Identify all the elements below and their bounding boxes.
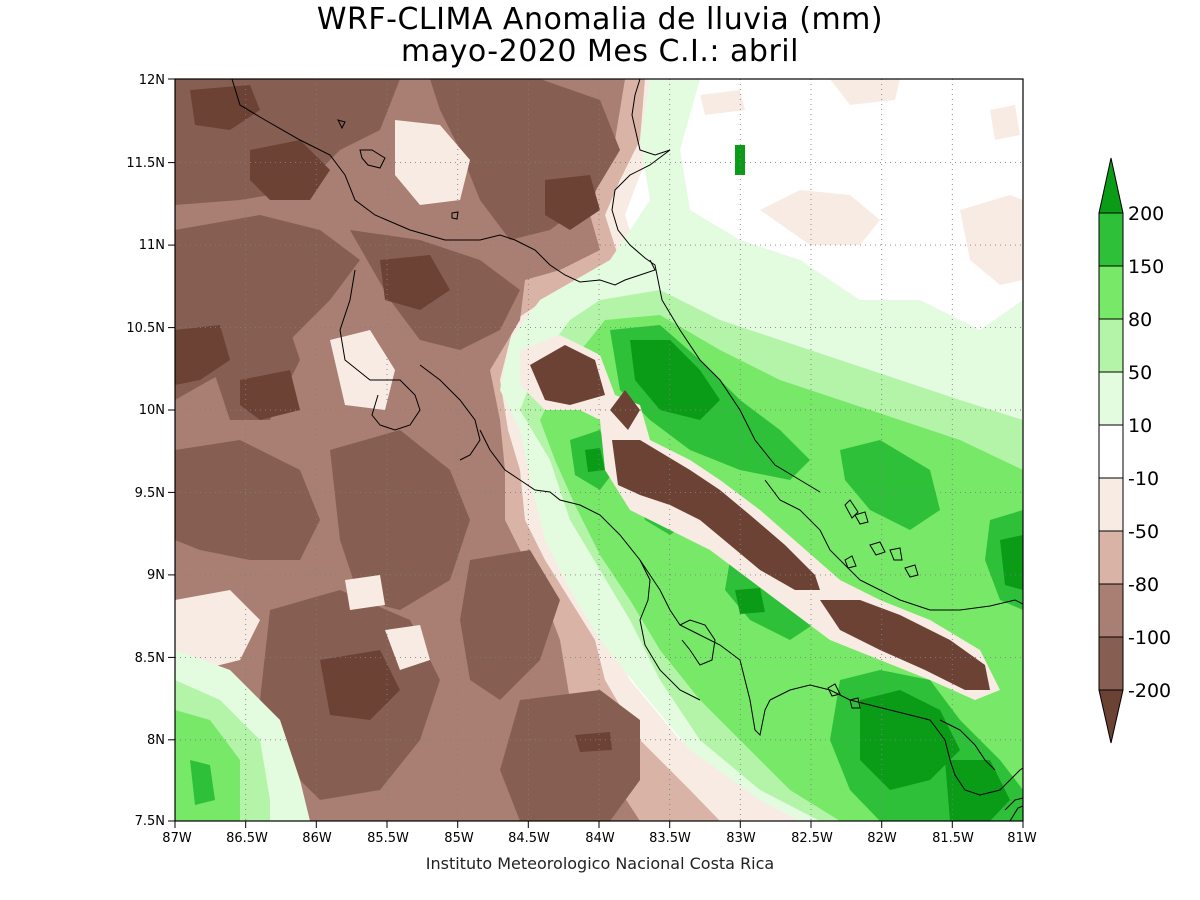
colorbar-segment [1098, 583, 1124, 638]
colorbar-segment [1098, 636, 1124, 691]
y-tick-label: 10.5N [126, 321, 165, 336]
wet-zone-strong-mid [840, 440, 940, 530]
credit-text: Instituto Meteorologico Nacional Costa R… [425, 854, 775, 873]
colorbar-label: -50 [1128, 521, 1159, 543]
ridge-band [530, 345, 990, 690]
y-tick-label: 11.5N [126, 156, 165, 171]
colorbar-label: 150 [1128, 256, 1164, 278]
y-tick-label: 12N [139, 73, 165, 88]
x-tick-label: 82W [867, 831, 897, 846]
colorbar-arrow-bottom [1098, 689, 1124, 744]
colorbar-segment [1098, 318, 1124, 373]
x-tick-label: 85W [444, 831, 474, 846]
colorbar-label: 50 [1128, 362, 1152, 384]
x-tick-label: 86W [302, 831, 332, 846]
graticule [175, 79, 1023, 821]
x-tick-label: 84.5W [508, 831, 550, 846]
y-tick-label: 9N [147, 568, 165, 583]
colorbar-label: -100 [1128, 627, 1171, 649]
colorbar [1098, 157, 1124, 744]
x-tick-label: 83.5W [649, 831, 691, 846]
colorbar-label: 200 [1128, 203, 1164, 225]
x-tick-label: 86.5W [226, 831, 268, 846]
x-tick-label: 84W [585, 831, 615, 846]
colorbar-segment [1098, 424, 1124, 479]
x-tick-label: 81W [1007, 831, 1037, 846]
y-tick-label: 8.5N [135, 651, 165, 666]
colorbar-arrow-top [1098, 157, 1124, 214]
colorbar-label: -200 [1128, 680, 1171, 702]
colorbar-segment [1098, 212, 1124, 267]
y-tick-label: 10N [139, 403, 165, 418]
colorbar-label: 10 [1128, 415, 1152, 437]
colorbar-segment [1098, 265, 1124, 320]
colorbar-labels: 200 150 80 50 10 -10 -50 -80 -100 -200 [1128, 203, 1171, 702]
coastlines [231, 79, 1023, 821]
y-tick-label: 8N [147, 733, 165, 748]
x-tick-label: 82.5W [791, 831, 833, 846]
x-tick-label: 83W [726, 831, 756, 846]
axis-ticks [168, 78, 1024, 828]
colorbar-label: -80 [1128, 574, 1159, 596]
map-title-line1: WRF-CLIMA Anomalia de lluvia (mm) [316, 2, 884, 37]
y-tick-label: 7.5N [135, 814, 165, 829]
colorbar-segment [1098, 477, 1124, 532]
colorbar-segment [1098, 530, 1124, 585]
anomaly-field [175, 79, 1023, 821]
y-tick-label: 9.5N [135, 486, 165, 501]
y-tick-labels: 7.5N 8N 8.5N 9N 9.5N 10N 10.5N 11N 11.5N… [126, 73, 165, 829]
x-tick-labels: 87W 86.5W 86W 85.5W 85W 84.5W 84W 83.5W … [162, 831, 1037, 846]
x-tick-label: 81.5W [932, 831, 974, 846]
dry-cores [175, 85, 612, 752]
colorbar-label: 80 [1128, 309, 1152, 331]
light-spots [175, 120, 470, 670]
colorbar-segment [1098, 371, 1124, 426]
x-tick-label: 87W [162, 831, 192, 846]
y-tick-label: 11N [139, 238, 165, 253]
colorbar-label: -10 [1128, 468, 1159, 490]
map-title-line2: mayo-2020 Mes C.I.: abril [401, 34, 799, 69]
x-tick-label: 85.5W [367, 831, 409, 846]
